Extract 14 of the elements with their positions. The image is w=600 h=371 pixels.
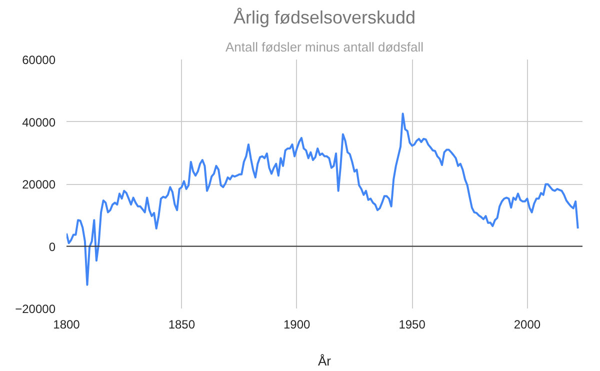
x-tick-label: 2000 bbox=[514, 318, 541, 332]
y-tick-label: −20000 bbox=[15, 302, 56, 316]
x-tick-label: 1850 bbox=[168, 318, 196, 332]
chart-subtitle: Antall fødsler minus antall dødsfall bbox=[226, 40, 424, 54]
x-tick-label: 1800 bbox=[53, 318, 80, 332]
x-axis-title: År bbox=[318, 354, 332, 368]
chart-title: Årlig fødselsoverskudd bbox=[233, 8, 416, 28]
y-tick-label: 60000 bbox=[22, 53, 56, 67]
x-tick-label: 1900 bbox=[284, 318, 311, 332]
y-tick-label: 40000 bbox=[22, 115, 56, 130]
y-tick-label: 20000 bbox=[22, 178, 56, 192]
x-tick-label: 1950 bbox=[398, 318, 426, 332]
y-tick-label: 0 bbox=[48, 240, 56, 254]
line-series bbox=[66, 112, 579, 286]
